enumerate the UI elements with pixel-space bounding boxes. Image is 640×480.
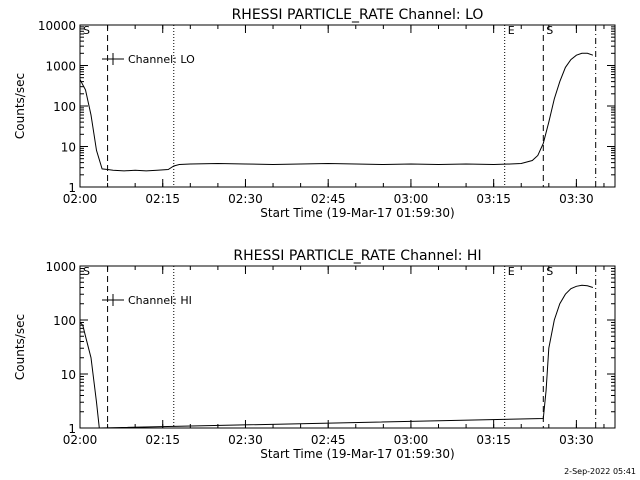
chart-2-event-marker-label: S xyxy=(546,265,553,278)
chart-1-x-tick-label: 02:45 xyxy=(311,192,346,206)
chart-2-x-tick-label: 02:00 xyxy=(63,433,98,447)
chart-1-x-tick-label: 02:30 xyxy=(228,192,263,206)
chart-1-x-tick-label: 03:00 xyxy=(394,192,429,206)
chart-1-legend-label: Channel: LO xyxy=(128,53,195,66)
chart-2-x-tick-label: 02:30 xyxy=(228,433,263,447)
chart-1-y-tick-label: 1000 xyxy=(45,60,76,74)
chart-2-x-tick-label: 02:45 xyxy=(311,433,346,447)
chart-2-event-marker-label: S xyxy=(83,265,90,278)
chart-1-x-tick-label: 02:15 xyxy=(145,192,180,206)
chart-1-title: RHESSI PARTICLE_RATE Channel: LO xyxy=(232,7,484,23)
chart-2-x-tick-label: 03:15 xyxy=(476,433,511,447)
chart-1-series-line xyxy=(79,52,594,172)
chart-2-x-tick-label: 03:30 xyxy=(559,433,594,447)
chart-1-event-marker-label: E xyxy=(508,24,515,37)
chart-1-event-marker-label: S xyxy=(546,24,553,37)
footer-date: 2-Sep-2022 05:41 xyxy=(564,467,636,476)
chart-2-x-tick-label: 02:15 xyxy=(145,433,180,447)
chart-2-y-tick-label: 1000 xyxy=(45,260,76,274)
chart-1-x-tick-label: 02:00 xyxy=(63,192,98,206)
chart-2-series-line xyxy=(79,284,594,429)
chart-2-x-tick-label: 03:00 xyxy=(394,433,429,447)
chart-2-plot-frame xyxy=(79,265,616,429)
chart-1-plot-frame xyxy=(79,24,616,188)
chart-1-y-tick-label: 10 xyxy=(61,141,76,155)
chart-1-x-tick-label: 03:15 xyxy=(476,192,511,206)
chart-1-event-marker-label: S xyxy=(83,24,90,37)
chart-2-event-marker-label: E xyxy=(508,265,515,278)
chart-2-x-axis-label: Start Time (19-Mar-17 01:59:30) xyxy=(260,447,454,461)
chart-2-y-tick-label: 100 xyxy=(53,314,76,328)
chart-1-x-tick-label: 03:30 xyxy=(559,192,594,206)
chart-1-y-tick-label: 10000 xyxy=(38,19,76,33)
chart-1-y-tick-label: 100 xyxy=(53,100,76,114)
chart-1-y-tick-label: 1 xyxy=(68,181,76,195)
chart-1-x-axis-label: Start Time (19-Mar-17 01:59:30) xyxy=(260,206,454,220)
chart-2-y-tick-label: 10 xyxy=(61,368,76,382)
chart-2-y-axis-label: Counts/sec xyxy=(13,314,27,380)
chart-2-title: RHESSI PARTICLE_RATE Channel: HI xyxy=(233,248,481,264)
chart-1-y-axis-label: Counts/sec xyxy=(13,73,27,139)
chart-2-legend-label: Channel: HI xyxy=(128,294,192,307)
chart-2-y-tick-label: 1 xyxy=(68,422,76,436)
